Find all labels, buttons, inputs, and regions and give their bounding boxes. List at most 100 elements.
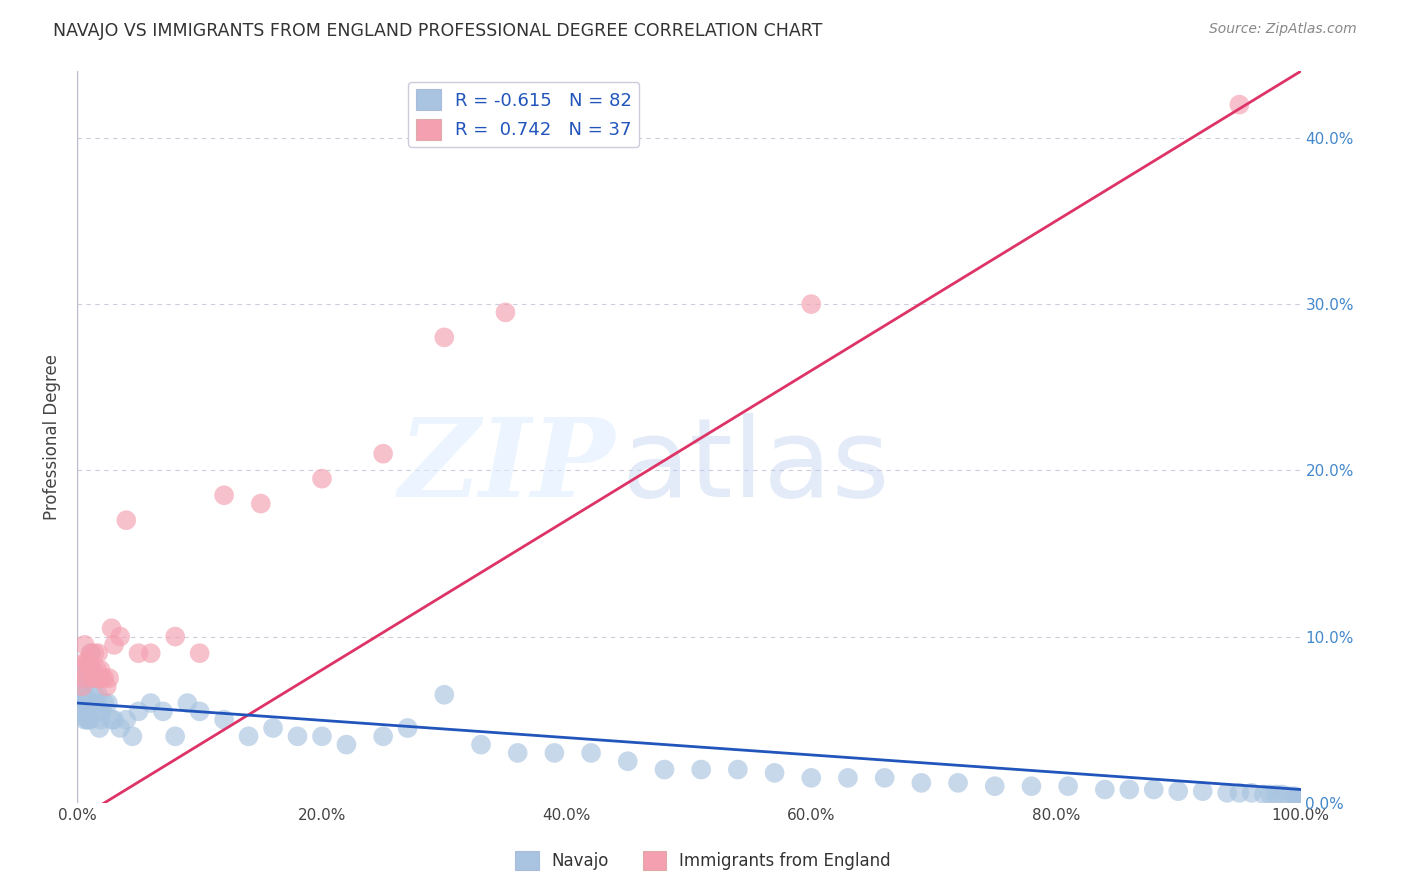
Point: [77, 655, 100, 669]
Point: [873, 771, 896, 785]
Point: [84, 671, 107, 685]
Point: [837, 771, 859, 785]
Point: [80, 663, 103, 677]
Point: [1240, 786, 1263, 800]
Point: [80, 671, 103, 685]
Point: [1118, 782, 1140, 797]
Point: [690, 763, 713, 777]
Point: [1057, 779, 1080, 793]
Point: [176, 696, 198, 710]
Point: [188, 646, 211, 660]
Point: [73, 713, 96, 727]
Point: [76, 713, 98, 727]
Point: [80, 663, 103, 677]
Point: [97, 696, 120, 710]
Point: [1143, 782, 1166, 797]
Point: [80, 646, 103, 660]
Point: [139, 646, 162, 660]
Text: atlas: atlas: [621, 413, 890, 520]
Point: [77, 705, 100, 719]
Point: [90, 671, 112, 685]
Point: [311, 472, 333, 486]
Point: [72, 696, 94, 710]
Point: [287, 729, 309, 743]
Point: [115, 513, 138, 527]
Point: [70, 680, 93, 694]
Point: [433, 330, 456, 344]
Point: [165, 630, 187, 644]
Point: [76, 655, 98, 669]
Point: [82, 671, 104, 685]
Point: [1229, 97, 1251, 112]
Point: [1284, 789, 1306, 804]
Point: [127, 705, 149, 719]
Point: [83, 688, 105, 702]
Point: [396, 721, 419, 735]
Point: [262, 721, 284, 735]
Point: [79, 663, 101, 677]
Point: [1253, 788, 1275, 802]
Point: [371, 729, 394, 743]
Point: [212, 713, 235, 727]
Point: [371, 447, 394, 461]
Point: [654, 763, 676, 777]
Point: [470, 738, 492, 752]
Point: [82, 696, 104, 710]
Point: [90, 663, 112, 677]
Point: [108, 721, 131, 735]
Point: [579, 746, 602, 760]
Point: [139, 696, 162, 710]
Point: [433, 688, 456, 702]
Point: [90, 705, 112, 719]
Point: [90, 713, 112, 727]
Point: [89, 721, 111, 735]
Point: [1167, 784, 1189, 798]
Point: [93, 696, 115, 710]
Point: [250, 497, 273, 511]
Point: [984, 779, 1007, 793]
Point: [1229, 786, 1251, 800]
Point: [495, 305, 517, 319]
Point: [93, 671, 115, 685]
Legend: R = -0.615   N = 82, R =  0.742   N = 37: R = -0.615 N = 82, R = 0.742 N = 37: [408, 82, 640, 147]
Point: [70, 680, 93, 694]
Point: [75, 705, 97, 719]
Point: [1094, 782, 1116, 797]
Point: [72, 671, 94, 685]
Point: [69, 671, 91, 685]
Point: [108, 630, 131, 644]
Point: [727, 763, 749, 777]
Point: [617, 754, 640, 768]
Point: [86, 705, 108, 719]
Point: [1289, 792, 1312, 806]
Point: [1285, 790, 1308, 805]
Point: [103, 638, 125, 652]
Point: [800, 771, 823, 785]
Point: [86, 663, 108, 677]
Point: [1216, 786, 1239, 800]
Point: [121, 729, 143, 743]
Point: [1277, 789, 1299, 804]
Point: [79, 696, 101, 710]
Point: [1021, 779, 1043, 793]
Point: [72, 705, 94, 719]
Point: [83, 646, 105, 660]
Point: [1271, 788, 1294, 802]
Text: NAVAJO VS IMMIGRANTS FROM ENGLAND PROFESSIONAL DEGREE CORRELATION CHART: NAVAJO VS IMMIGRANTS FROM ENGLAND PROFES…: [53, 22, 823, 40]
Point: [763, 765, 786, 780]
Point: [70, 663, 93, 677]
Point: [87, 646, 110, 660]
Legend: Navajo, Immigrants from England: Navajo, Immigrants from England: [509, 844, 897, 877]
Point: [311, 729, 333, 743]
Point: [73, 638, 96, 652]
Point: [127, 646, 149, 660]
Point: [87, 688, 110, 702]
Point: [103, 713, 125, 727]
Point: [212, 488, 235, 502]
Point: [946, 776, 969, 790]
Point: [543, 746, 565, 760]
Point: [77, 713, 100, 727]
Point: [76, 663, 98, 677]
Point: [73, 688, 96, 702]
Text: ZIP: ZIP: [399, 413, 616, 520]
